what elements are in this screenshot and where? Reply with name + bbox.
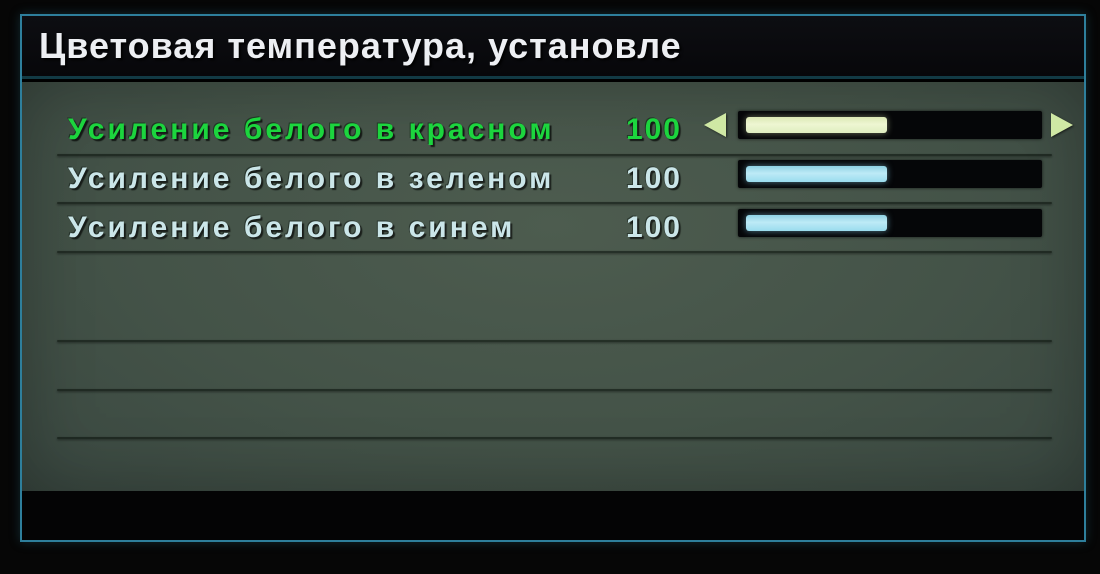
- separator: [57, 202, 1052, 204]
- right-arrow-icon[interactable]: [1051, 113, 1073, 137]
- bottom-bar: [22, 491, 1084, 540]
- slider-fill: [746, 166, 888, 182]
- menu-row-white-gain-red[interactable]: Усиление белого в красном 100: [22, 106, 1084, 154]
- slider-track[interactable]: [738, 111, 1042, 139]
- slider-fill: [746, 117, 888, 133]
- separator: [57, 340, 1052, 342]
- separator: [57, 437, 1052, 439]
- settings-panel: Усиление белого в красном 100 Усиление б…: [22, 82, 1084, 491]
- menu-row-white-gain-blue[interactable]: Усиление белого в синем 100: [22, 204, 1084, 252]
- row-label: Усиление белого в красном: [68, 113, 555, 146]
- slider-track[interactable]: [738, 160, 1042, 188]
- row-value: 100: [625, 211, 682, 244]
- separator: [57, 389, 1052, 391]
- slider-track[interactable]: [738, 209, 1042, 237]
- row-label: Усиление белого в зеленом: [68, 162, 555, 195]
- row-label: Усиление белого в синем: [68, 211, 516, 244]
- page-title: Цветовая температура, установле: [39, 25, 682, 66]
- slider-fill: [746, 215, 888, 231]
- title-bar: Цветовая температура, установле: [22, 16, 1084, 79]
- row-value: 100: [625, 113, 682, 146]
- separator: [57, 251, 1052, 253]
- osd-window: Цветовая температура, установле Усиление…: [20, 14, 1086, 542]
- row-value: 100: [625, 162, 682, 195]
- left-arrow-icon[interactable]: [704, 113, 726, 137]
- menu-row-white-gain-green[interactable]: Усиление белого в зеленом 100: [22, 155, 1084, 203]
- separator: [57, 154, 1052, 156]
